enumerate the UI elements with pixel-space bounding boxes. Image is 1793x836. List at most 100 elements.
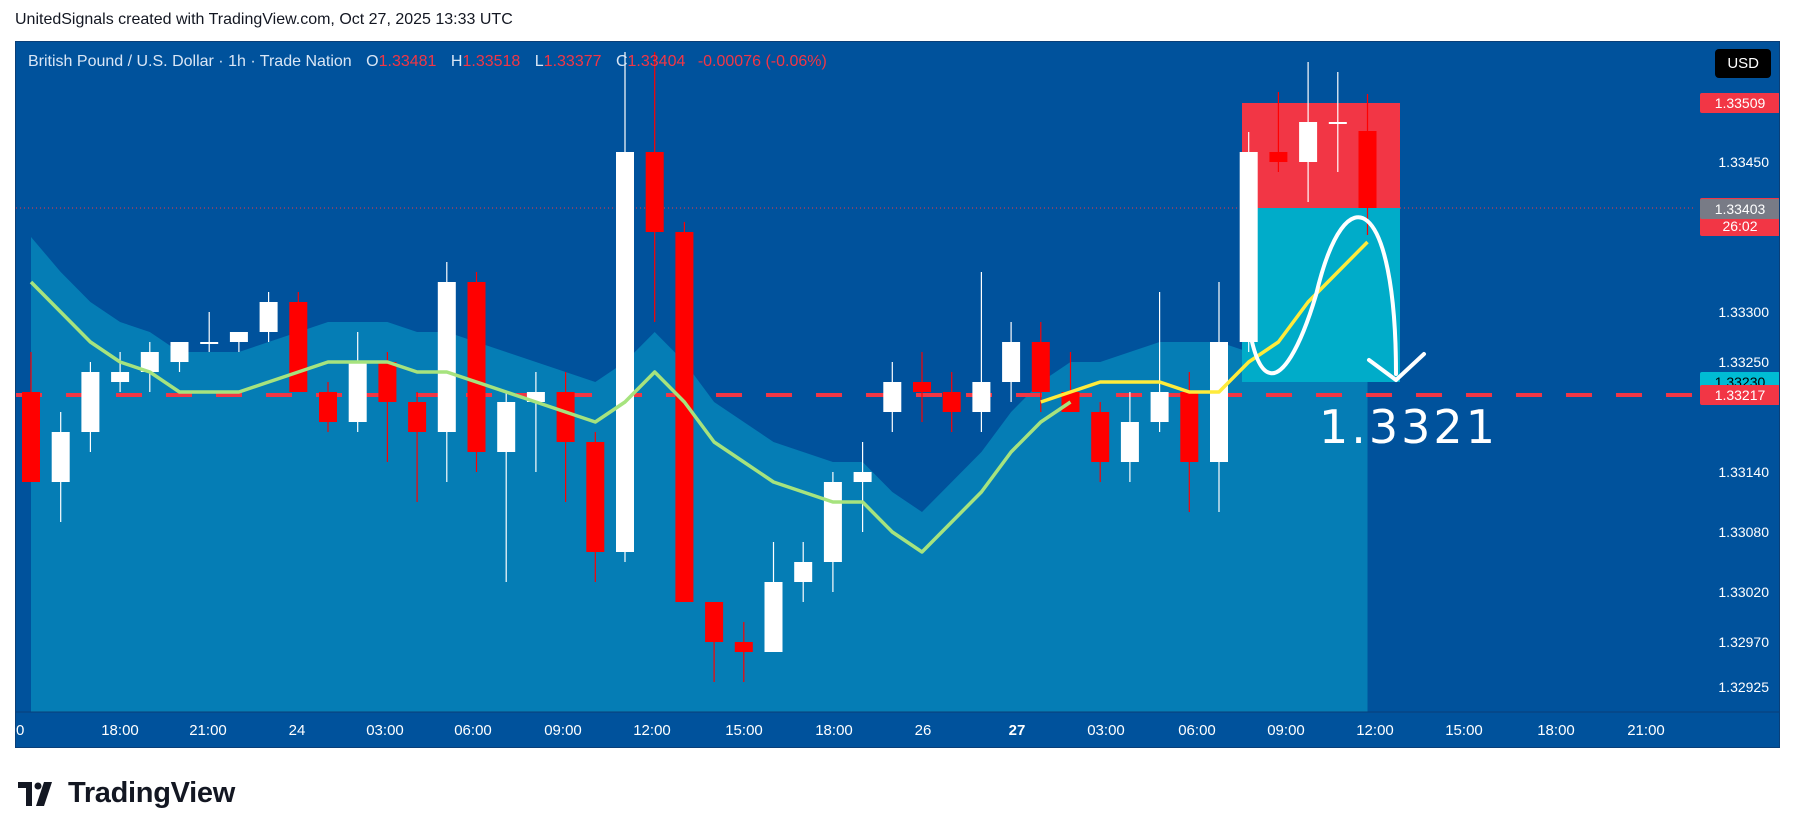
time-axis-tick: 18:00 [101, 722, 139, 739]
close-value: 1.33404 [627, 53, 686, 70]
time-axis-tick: 27 [1009, 722, 1026, 739]
time-axis-tick: 06:00 [1178, 722, 1216, 739]
price-label-text: 1.33217 [1715, 387, 1766, 403]
candle-body [51, 432, 70, 482]
symbol-legend[interactable]: British Pound / U.S. Dollar · 1h · Trade… [28, 53, 827, 71]
candle-body [526, 392, 545, 402]
time-axis-tick: 21:00 [1627, 722, 1665, 739]
candle-body [645, 152, 664, 232]
candle-body [1328, 122, 1347, 124]
time-axis-tick: 12:00 [1356, 722, 1394, 739]
candle-body [853, 472, 872, 482]
moving-average-green [29, 280, 1072, 554]
time-axis-tick: 15:00 [1445, 722, 1483, 739]
attribution-text: UnitedSignals created with TradingView.c… [15, 11, 513, 28]
time-axis-tick: 26 [915, 722, 932, 739]
price-axis-tick: 1.33020 [1718, 584, 1769, 600]
time-axis-tick: 18:00 [1537, 722, 1575, 739]
close-label: C [615, 53, 628, 70]
price-axis-tick: 1.33250 [1718, 354, 1769, 370]
time-axis-tick: 15:00 [725, 722, 763, 739]
high-label: H [450, 53, 463, 70]
candle-body [1150, 392, 1169, 422]
candle-body [1120, 422, 1139, 462]
price-axis-tick: 1.32970 [1718, 634, 1769, 650]
target-annotation: 1.3321 [1319, 400, 1498, 454]
candle-body [140, 352, 159, 372]
price-label-prev-close [1700, 199, 1779, 219]
time-axis-tick: 00 [16, 722, 24, 739]
time-axis-tick: 06:00 [454, 722, 492, 739]
moving-average-yellow [1040, 240, 1369, 404]
take-profit-zone [1242, 208, 1400, 382]
candle-body [913, 382, 931, 392]
candle-body [319, 392, 337, 422]
tradingview-logo-icon [18, 781, 52, 806]
price-axis-tick: 1.32925 [1718, 679, 1769, 695]
time-axis-tick: 21:00 [189, 722, 227, 739]
candle-body [259, 302, 278, 332]
time-axis-tick: 03:00 [1087, 722, 1125, 739]
price-axis-tick: 1.33080 [1718, 524, 1769, 540]
time-axis-tick: 03:00 [366, 722, 404, 739]
price-axis-tick: 1.33140 [1718, 464, 1769, 480]
candle-body [1358, 131, 1377, 208]
candle-body [1002, 342, 1021, 382]
high-value: 1.33518 [462, 53, 521, 70]
time-axis-tick: 18:00 [815, 722, 853, 739]
candle-body [556, 392, 575, 442]
candle-body [170, 342, 189, 362]
candle-body [497, 402, 516, 452]
candle-body [883, 382, 902, 412]
currency-button[interactable]: USD [1715, 49, 1771, 78]
candle-body [942, 392, 961, 412]
candle-body [289, 302, 308, 392]
symbol-title: British Pound / U.S. Dollar · 1h · Trade… [28, 53, 352, 70]
tradingview-wordmark: TradingView [68, 777, 235, 809]
time-axis-tick: 09:00 [1267, 722, 1305, 739]
open-label: O [366, 53, 379, 70]
candle-body [823, 482, 842, 562]
tradingview-logo[interactable]: TradingView [18, 777, 235, 810]
candle-body [408, 402, 427, 432]
candle-body [378, 362, 397, 402]
candle-body [675, 232, 694, 602]
low-value: 1.33377 [543, 53, 602, 70]
price-label-text: 1.33403 [1715, 201, 1766, 217]
open-value: 1.33481 [378, 53, 437, 70]
projection-curve [1240, 206, 1398, 376]
candle-body [81, 372, 100, 432]
candle-body [734, 642, 753, 652]
time-axis-tick: 12:00 [633, 722, 671, 739]
candle-body [1091, 412, 1110, 462]
price-label-target [1700, 385, 1779, 405]
cloud-area [31, 237, 1368, 712]
low-label: L [534, 53, 544, 70]
candle-body [764, 582, 783, 652]
price-label-text: 1.33509 [1715, 95, 1766, 111]
candle-body [1210, 342, 1228, 462]
change-value: -0.00076 (-0.06%) [697, 53, 827, 70]
price-axis-tick: 1.33300 [1718, 304, 1769, 320]
candle-body [616, 152, 634, 552]
candle-body [1031, 342, 1050, 392]
time-axis-tick: 24 [289, 722, 306, 739]
price-chart[interactable]: 1.3321 1.32925 1.32970 1.33020 1.33080 1.3314… [16, 42, 1779, 747]
candle-body [22, 392, 40, 482]
candle-body [467, 282, 486, 452]
candle-body [972, 382, 991, 412]
candle-body [705, 602, 724, 642]
candle-body [229, 332, 248, 342]
candle-body [200, 342, 219, 344]
candle-body [1180, 392, 1199, 462]
candle-body [586, 442, 605, 552]
candle-body [1269, 152, 1288, 162]
chart-panel[interactable]: 1.3321 1.32925 1.32970 1.33020 1.33080 1.3314… [15, 41, 1780, 748]
countdown-text: 26:02 [1722, 218, 1757, 234]
candle-body [437, 282, 456, 432]
candle-body [348, 362, 367, 422]
price-axis-tick: 1.33450 [1718, 154, 1769, 170]
projection-arrow [1367, 352, 1426, 382]
time-axis-tick: 09:00 [544, 722, 582, 739]
price-label-stop [1700, 93, 1779, 113]
